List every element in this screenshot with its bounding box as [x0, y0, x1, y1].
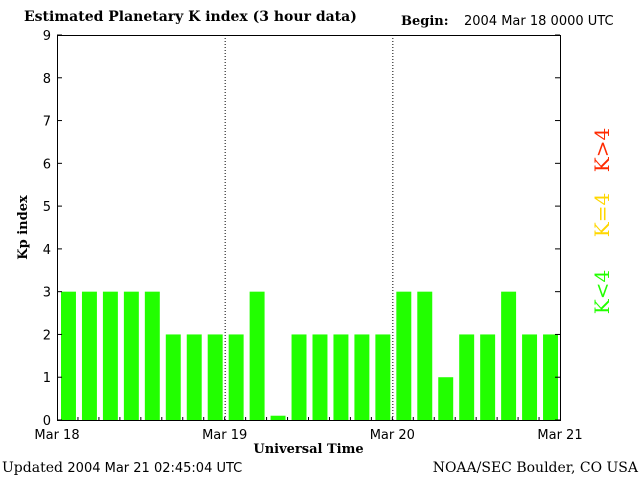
y-tick-label: 8	[43, 72, 51, 87]
x-tick-label: Mar 18	[34, 428, 79, 443]
kp-bar	[354, 334, 370, 420]
kp-bar	[375, 334, 391, 420]
y-tick-label: 7	[43, 115, 51, 130]
kp-bar	[207, 334, 223, 420]
kp-bar	[165, 334, 181, 420]
legend-entry: K<4	[590, 270, 614, 314]
y-tick-label: 5	[43, 200, 51, 215]
kp-bar	[228, 334, 244, 420]
chart-title: Estimated Planetary K index (3 hour data…	[24, 9, 357, 25]
updated-timestamp: 2004 Mar 21 02:45:04 UTC	[67, 461, 243, 476]
kp-bar	[61, 291, 76, 420]
kp-bar	[543, 334, 558, 420]
legend-entry: K=4	[590, 193, 614, 237]
kp-bar	[438, 377, 454, 420]
updated-line: Updated 2004 Mar 21 02:45:04 UTC	[2, 460, 242, 476]
kp-bar	[270, 415, 286, 420]
y-tick-label: 9	[43, 29, 51, 44]
x-axis-title: Universal Time	[253, 442, 363, 457]
y-tick-label: 2	[43, 328, 51, 343]
kp-bar	[291, 334, 307, 420]
kp-bar	[333, 334, 349, 420]
updated-label: Updated	[2, 460, 63, 476]
kp-bar	[522, 334, 538, 420]
kp-bar	[144, 291, 160, 420]
x-tick-label: Mar 21	[537, 428, 582, 443]
kp-bar	[501, 291, 517, 420]
kp-bar	[186, 334, 202, 420]
kp-bar	[102, 291, 118, 420]
y-tick-label: 3	[43, 286, 51, 301]
kp-bar	[312, 334, 328, 420]
plot-frame	[57, 35, 561, 421]
y-tick-label: 1	[43, 371, 51, 386]
source-credit: NOAA/SEC Boulder, CO USA	[432, 460, 638, 476]
kp-bar	[417, 291, 433, 420]
kp-bar	[249, 291, 265, 420]
x-tick-label: Mar 19	[202, 428, 247, 443]
begin-value: 2004 Mar 18 0000 UTC	[464, 14, 614, 29]
y-axis-title: Kp index	[16, 195, 31, 260]
y-tick-label: 0	[43, 414, 51, 429]
kp-bar	[459, 334, 475, 420]
y-tick-label: 4	[43, 243, 51, 258]
y-tick-label: 6	[43, 157, 51, 172]
kp-bar	[480, 334, 496, 420]
begin-label: Begin:	[401, 14, 449, 29]
kp-bar	[396, 291, 412, 420]
x-tick-label: Mar 20	[370, 428, 415, 443]
legend-entry: K>4	[590, 128, 614, 172]
kp-bar	[123, 291, 139, 420]
kp-bar	[81, 291, 97, 420]
